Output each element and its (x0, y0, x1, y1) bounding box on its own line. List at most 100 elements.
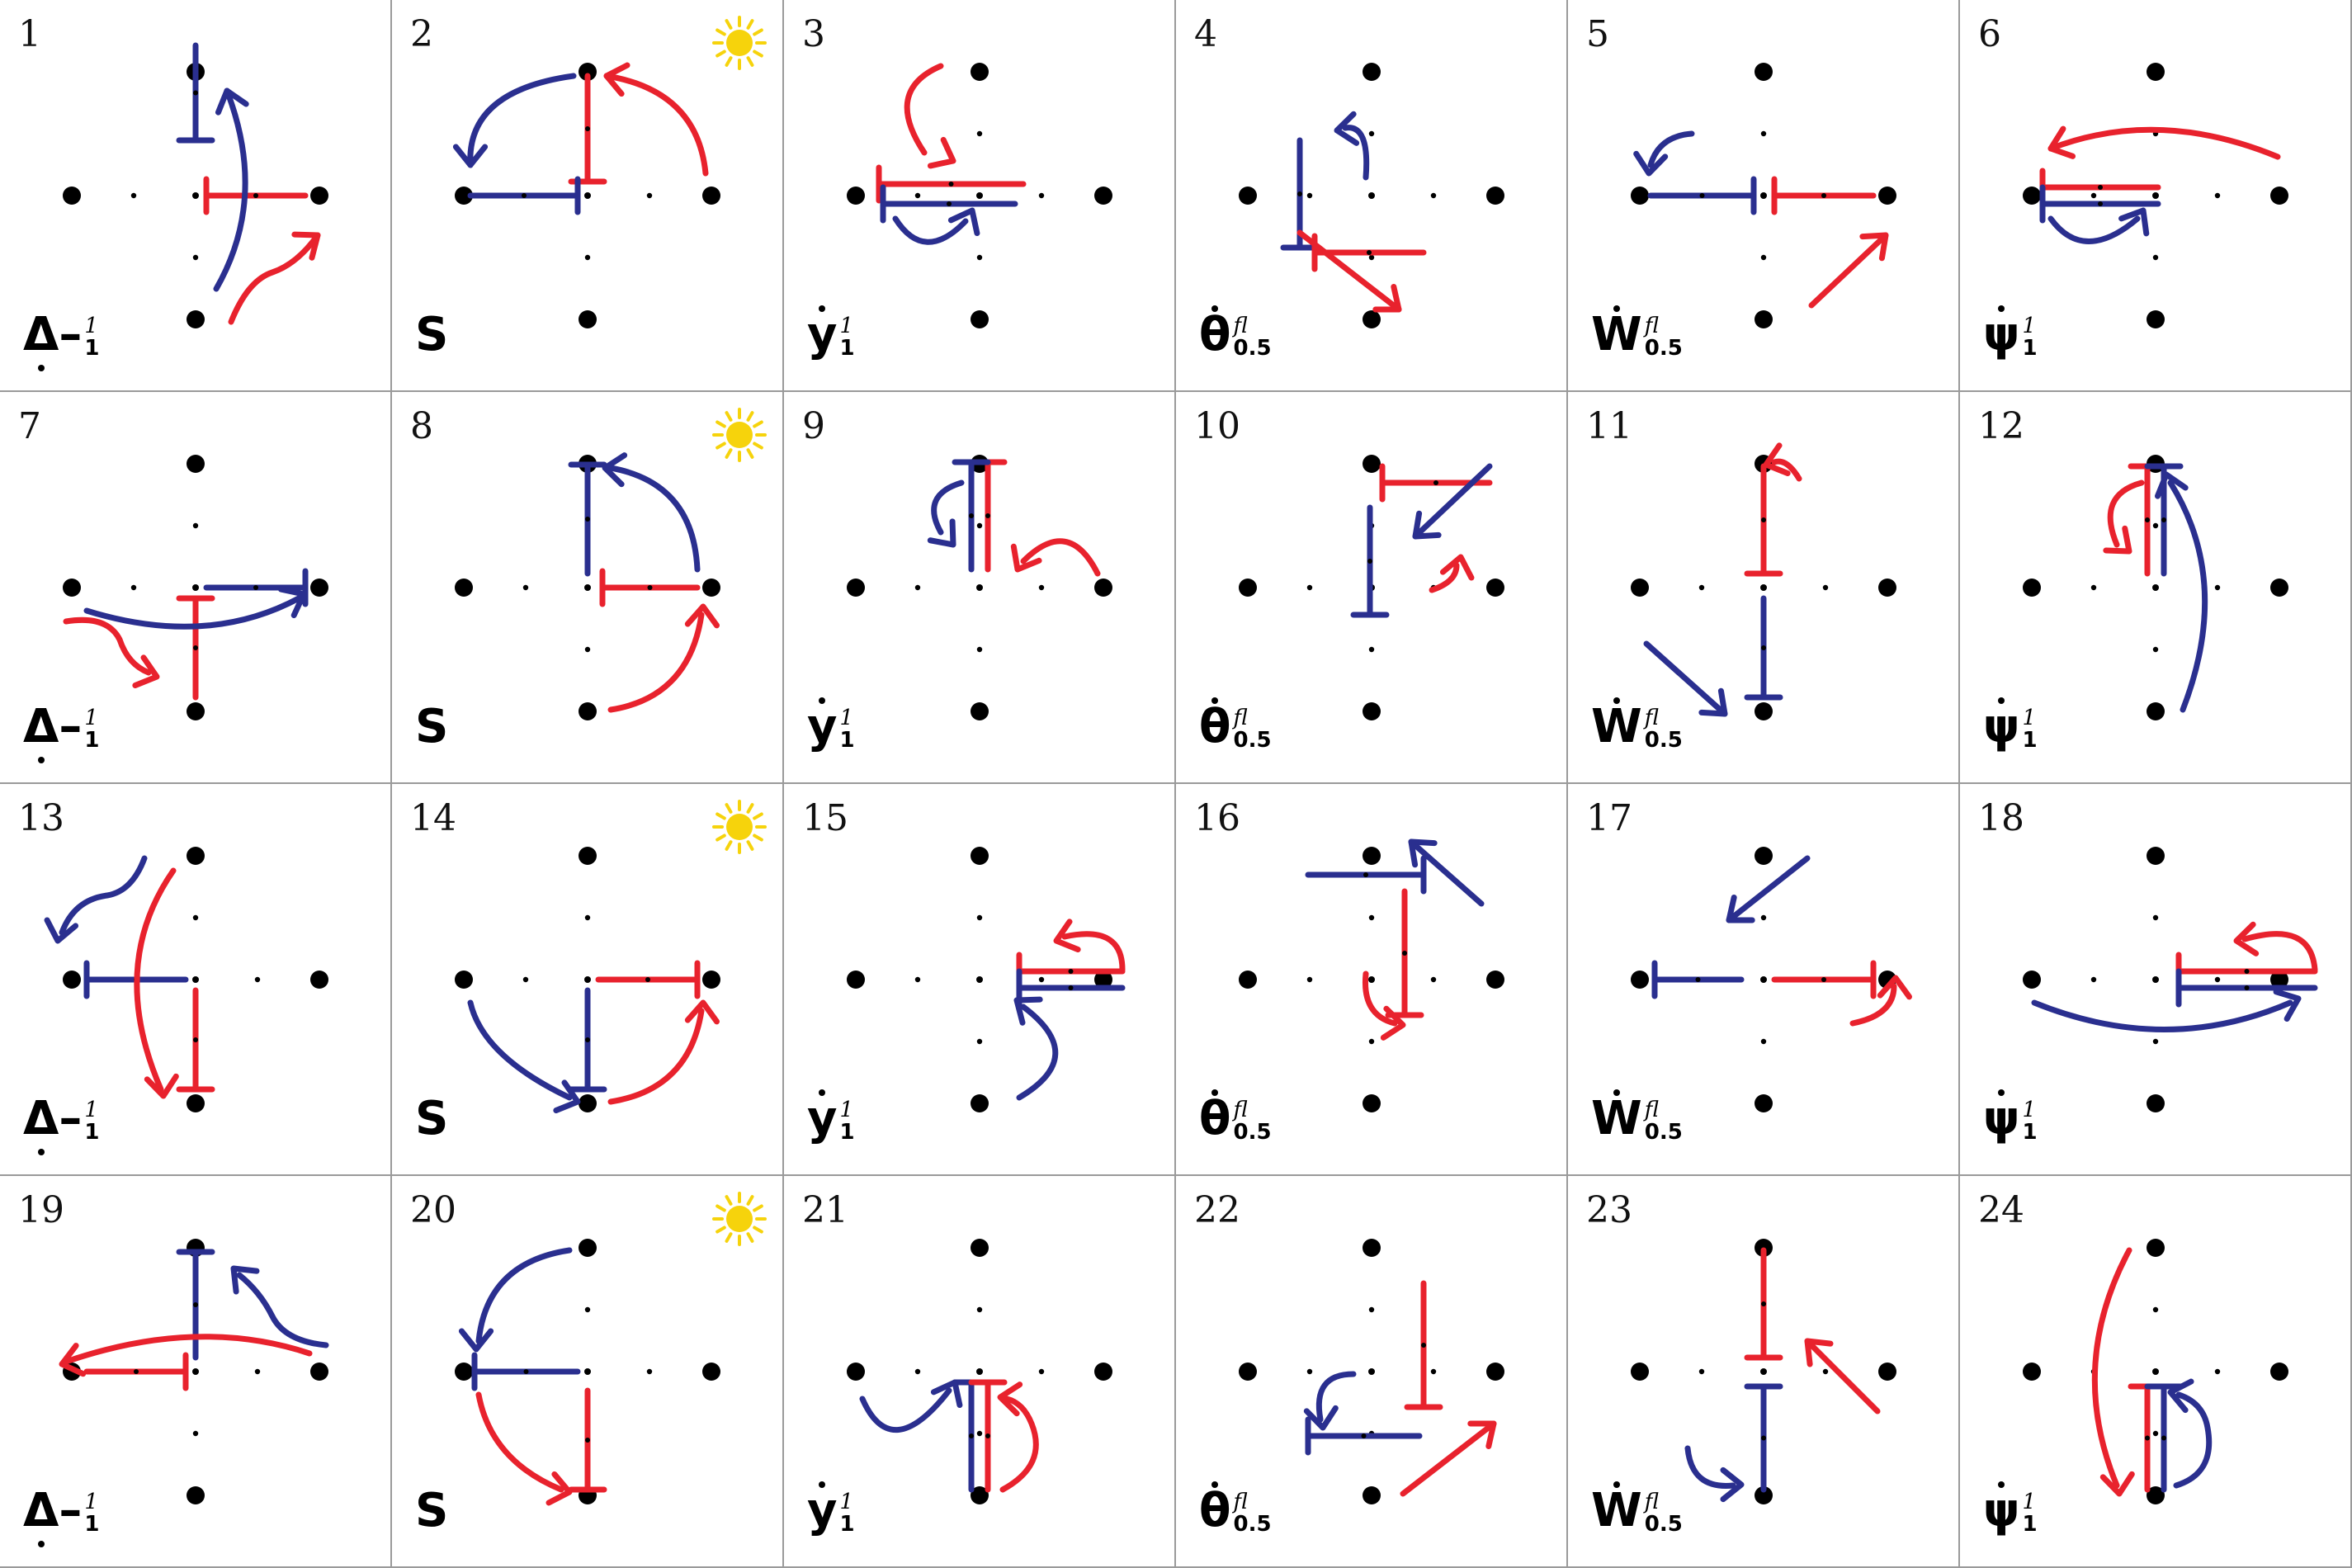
node-center (192, 976, 199, 983)
inhibition-bar (568, 987, 607, 1093)
activation-arrow (1408, 838, 1485, 907)
node-mid-right (1430, 1368, 1437, 1375)
inhibition-bar (1404, 1280, 1443, 1410)
node-right (310, 579, 328, 597)
inhibition-bar (968, 1379, 1008, 1493)
node-left (2023, 971, 2041, 989)
activation-arrow (83, 586, 307, 630)
symbol-superscript: 1 (2022, 313, 2037, 338)
panel-number: 3 (802, 13, 825, 55)
panel-symbol: Δ –1 1 (23, 1488, 100, 1547)
symbol-base: θ (1199, 1481, 1230, 1534)
node-mid-bottom (976, 1038, 983, 1045)
node-center (2152, 584, 2159, 591)
activation-arrow (2103, 479, 2145, 555)
node-left (1631, 579, 1649, 597)
node-left (847, 1363, 865, 1381)
node-center (1760, 1368, 1767, 1375)
dot-above-mark (1211, 697, 1219, 704)
inhibition-bar (1647, 176, 1757, 215)
node-left (455, 187, 473, 205)
node-mid-bottom (976, 646, 983, 653)
node-bottom (579, 1094, 597, 1112)
symbol-subscript: 1 (84, 1511, 100, 1537)
node-center (584, 1368, 591, 1375)
node-mid-bottom (2152, 254, 2159, 261)
node-mid-top (584, 1306, 591, 1313)
network-diagram (455, 1239, 720, 1506)
activation-arrow (2047, 207, 2150, 244)
network-diagram (2023, 847, 2318, 1112)
inhibition-bar (1311, 233, 1427, 272)
node-left (1631, 187, 1649, 205)
node-left (63, 971, 81, 989)
dot-above-mark (1613, 1089, 1620, 1096)
node-bottom (2147, 1094, 2165, 1112)
inhibition-bar (1651, 960, 1745, 999)
node-center (1368, 192, 1375, 199)
node-right (702, 1363, 720, 1381)
inhibition-bar (568, 1387, 607, 1493)
inhibition-bar (1744, 463, 1783, 577)
symbol-subscript: 1 (2022, 335, 2038, 361)
activation-arrow (1643, 640, 1728, 717)
activation-arrow (134, 867, 179, 1099)
diagram-panel: 15 y 1 1 (784, 784, 1176, 1176)
node-top (971, 63, 989, 81)
node-mid-right (2214, 584, 2221, 591)
symbol-superscript: fl (1233, 1097, 1248, 1122)
symbol-indices: fl 0.5 (1233, 314, 1271, 361)
node-mid-left (1306, 192, 1313, 199)
node-mid-bottom (1368, 646, 1375, 653)
node-mid-top (1760, 130, 1767, 137)
inhibition-bar (568, 73, 607, 185)
activation-arrow (1296, 229, 1402, 313)
node-right (310, 971, 328, 989)
node-right (702, 579, 720, 597)
panel-symbol: S (415, 1488, 448, 1534)
symbol-base: ψ (1983, 1481, 2019, 1534)
node-left (2023, 1363, 2041, 1381)
dot-above-mark (819, 1089, 826, 1096)
symbol-subscript: 1 (2022, 1119, 2038, 1145)
node-mid-left (1306, 584, 1313, 591)
activation-arrow (607, 999, 720, 1105)
network-diagram (1239, 1239, 1504, 1504)
diagram-panel: 13 Δ –1 1 (0, 784, 392, 1176)
symbol-base: θ (1199, 1089, 1230, 1142)
node-bottom (971, 1486, 989, 1504)
node-left (847, 971, 865, 989)
panel-symbol: S (415, 704, 448, 750)
symbol-subscript: 0.5 (1233, 1511, 1272, 1537)
node-right (1486, 579, 1504, 597)
node-top (2147, 1239, 2165, 1257)
node-mid-left (1698, 1368, 1705, 1375)
symbol-base: y (807, 1089, 838, 1142)
network-diagram (63, 455, 328, 720)
node-right (310, 187, 328, 205)
symbol-subscript: 0.5 (1233, 1119, 1272, 1145)
node-right (2270, 187, 2288, 205)
symbol-subscript: 1 (84, 335, 100, 361)
inhibition-bar (1771, 176, 1877, 215)
dot-above-mark (1998, 1481, 2005, 1488)
node-mid-left (2090, 192, 2097, 199)
node-bottom (1755, 310, 1773, 328)
panel-symbol: Δ –1 1 (23, 1096, 99, 1155)
node-right (2270, 1363, 2288, 1381)
panel-number: 2 (410, 13, 433, 55)
activation-arrow (475, 1391, 573, 1506)
node-left (63, 579, 81, 597)
node-bottom (187, 1094, 205, 1112)
node-mid-top (1368, 914, 1375, 921)
